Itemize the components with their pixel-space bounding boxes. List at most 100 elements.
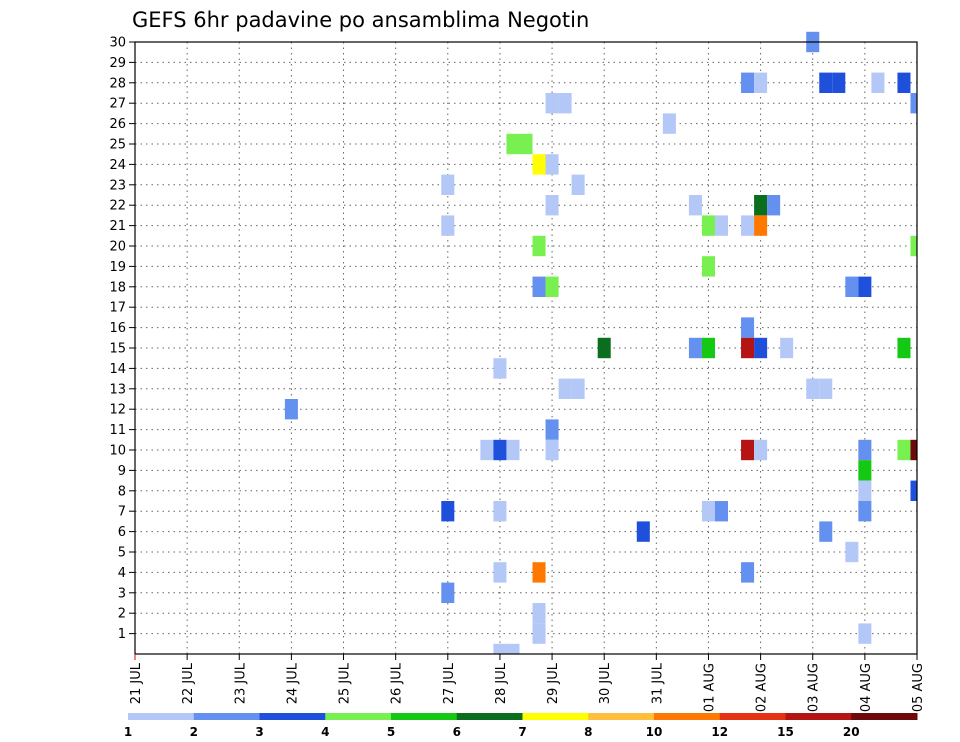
x-tick-label: 27 JUL [442, 662, 457, 704]
y-tick-label: 21 [109, 219, 126, 234]
y-tick-label: 7 [118, 505, 126, 520]
precip-cell [741, 337, 755, 359]
precip-cell [832, 72, 846, 93]
y-tick-label: 19 [109, 260, 126, 275]
precip-cell [545, 195, 559, 216]
y-tick-label: 2 [118, 607, 126, 622]
precip-cell [558, 378, 572, 399]
y-tick-label: 23 [109, 178, 126, 193]
precip-cell [571, 174, 585, 195]
precip-cell [558, 93, 572, 114]
y-tick-label: 3 [118, 586, 126, 601]
precip-cell [506, 133, 520, 155]
x-tick-label: 05 AUG [911, 663, 926, 712]
precip-cell [688, 337, 702, 359]
x-tick-label: 28 JUL [494, 662, 509, 704]
precip-cell [597, 337, 611, 359]
precip-cell [545, 93, 559, 114]
x-tick-label: 01 AUG [702, 663, 717, 712]
y-tick-label: 5 [118, 546, 126, 561]
precip-cell [545, 419, 559, 440]
precip-cell [701, 215, 715, 236]
colorbar-swatch [654, 713, 721, 720]
precip-cells [284, 31, 917, 654]
colorbar-label: 8 [584, 725, 592, 739]
precip-cell [441, 582, 455, 603]
precip-cell [688, 195, 702, 216]
precip-cell [858, 501, 872, 522]
precip-cell [897, 439, 911, 461]
precip-cell [897, 337, 911, 359]
x-tick-label: 29 JUL [546, 662, 561, 704]
precip-cell [701, 501, 715, 522]
precip-cell [819, 72, 833, 93]
precip-cell [741, 562, 755, 583]
precip-cell [532, 235, 546, 257]
precip-cell [754, 215, 768, 236]
precip-cell [871, 72, 885, 93]
precip-cell [858, 480, 872, 501]
precip-cell [741, 317, 755, 338]
y-tick-label: 22 [109, 199, 126, 214]
precip-cell [480, 439, 494, 461]
y-tick-label: 20 [109, 240, 126, 255]
precip-cell [441, 215, 455, 236]
y-tick-label: 15 [109, 342, 126, 357]
y-tick-label: 28 [109, 76, 126, 91]
colorbar-label: 5 [387, 725, 395, 739]
precip-cell [571, 378, 585, 399]
precip-cell [754, 195, 768, 216]
precip-cell [441, 501, 455, 522]
precip-cell [636, 521, 650, 542]
colorbar-swatch [719, 713, 786, 720]
colorbar-swatch [193, 713, 260, 720]
precip-cell [858, 276, 872, 297]
x-tick-label: 04 AUG [859, 663, 874, 712]
precip-cell [780, 337, 794, 359]
y-tick-label: 6 [118, 525, 126, 540]
precip-cell [754, 72, 768, 93]
y-tick-label: 24 [109, 158, 126, 173]
precip-cell [754, 439, 768, 461]
precip-cell [441, 174, 455, 195]
precip-cell [493, 501, 507, 522]
y-tick-label: 13 [109, 382, 126, 397]
precip-cell [506, 643, 520, 654]
y-tick-label: 25 [109, 138, 126, 153]
precip-cell [858, 460, 872, 481]
colorbar-label: 2 [190, 725, 198, 739]
y-tick-label: 10 [109, 444, 126, 459]
precip-cell [545, 439, 559, 461]
y-tick-label: 9 [118, 464, 126, 479]
colorbar-label: 7 [518, 725, 526, 739]
precip-cell [767, 195, 781, 216]
precip-cell [741, 215, 755, 236]
colorbar-swatch [456, 713, 523, 720]
x-tick-label: 03 AUG [807, 663, 822, 712]
y-tick-label: 29 [109, 56, 126, 71]
colorbar-swatch [588, 713, 655, 720]
x-tick-label: 02 AUG [755, 663, 770, 712]
precip-cell [532, 154, 546, 175]
y-tick-label: 1 [118, 627, 126, 642]
colorbar-label: 10 [646, 725, 663, 739]
precip-cell [493, 358, 507, 379]
colorbar-swatch [259, 713, 326, 720]
colorbar-label: 12 [711, 725, 728, 739]
y-tick-label: 18 [109, 280, 126, 295]
x-tick-label: 24 JUL [285, 662, 300, 704]
colorbar-label: 6 [453, 725, 461, 739]
y-axis: 1234567891011121314151617181920212223242… [109, 36, 135, 642]
x-tick-label: 25 JUL [338, 662, 353, 704]
precip-cell [910, 93, 917, 114]
precip-cell [741, 439, 755, 461]
y-tick-label: 27 [109, 97, 126, 112]
precip-cell [910, 480, 917, 501]
precip-cell [714, 501, 729, 522]
precip-cell [741, 72, 755, 93]
y-tick-label: 8 [118, 484, 126, 499]
precip-cell [858, 439, 872, 461]
precip-cell [662, 113, 676, 134]
x-tick-label: 31 JUL [650, 662, 665, 704]
